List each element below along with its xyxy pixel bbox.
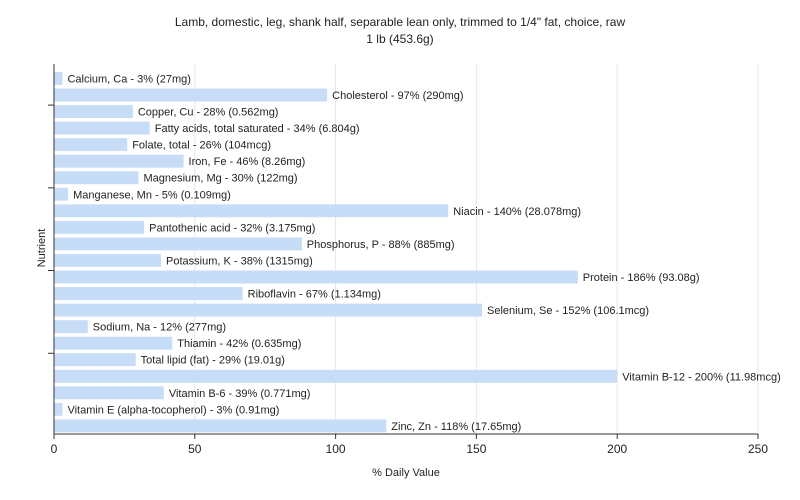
bar-label: Total lipid (fat) - 29% (19.01g) — [141, 355, 285, 367]
bar-label: Magnesium, Mg - 30% (122mg) — [143, 173, 297, 185]
bar — [54, 171, 139, 185]
chart-subtitle: 1 lb (453.6g) — [366, 32, 434, 46]
bar-label: Zinc, Zn - 118% (17.65mg) — [391, 421, 521, 433]
y-axis-label: Nutrient — [36, 229, 48, 268]
bar-label: Vitamin E (alpha-tocopherol) - 3% (0.91m… — [67, 404, 279, 416]
bar — [54, 72, 63, 85]
bar-label: Copper, Cu - 28% (0.562mg) — [138, 107, 279, 119]
bar-label: Sodium, Na - 12% (277mg) — [93, 322, 226, 334]
bar — [54, 402, 63, 416]
bar — [54, 353, 136, 367]
bar — [54, 419, 387, 433]
bar-label: Calcium, Ca - 3% (27mg) — [67, 73, 190, 85]
bar — [54, 204, 449, 218]
bar — [54, 154, 184, 168]
bar — [54, 336, 173, 350]
x-tick-label: 250 — [748, 442, 768, 456]
bar — [54, 121, 150, 135]
bar-label: Phosphorus, P - 88% (885mg) — [307, 239, 455, 251]
bar-label: Niacin - 140% (28.078mg) — [453, 206, 581, 218]
x-tick-label: 50 — [188, 442, 202, 456]
x-tick-label: 100 — [326, 442, 346, 456]
bar — [54, 386, 164, 400]
bar — [54, 254, 162, 267]
x-tick-label: 150 — [466, 442, 486, 456]
bar-label: Potassium, K - 38% (1315mg) — [166, 255, 313, 267]
bar-label: Manganese, Mn - 5% (0.109mg) — [73, 189, 231, 201]
bar-label: Cholesterol - 97% (290mg) — [332, 90, 463, 102]
bar — [54, 88, 328, 102]
bar-label: Thiamin - 42% (0.635mg) — [177, 338, 301, 350]
bar — [54, 138, 128, 152]
bar-label: Vitamin B-12 - 200% (11.98mcg) — [622, 371, 781, 383]
bar-label: Pantothenic acid - 32% (3.175mg) — [149, 222, 315, 234]
chart-title-block: Lamb, domestic, leg, shank half, separab… — [0, 14, 800, 48]
bar — [54, 105, 133, 118]
bar-label: Selenium, Se - 152% (106.1mcg) — [487, 305, 649, 317]
bar-label: Protein - 186% (93.08g) — [583, 272, 700, 284]
bar-label: Vitamin B-6 - 39% (0.771mg) — [169, 388, 311, 400]
bar-label: Fatty acids, total saturated - 34% (6.80… — [155, 123, 360, 135]
bar — [54, 187, 69, 201]
bar — [54, 270, 578, 284]
bar — [54, 369, 618, 383]
bar-layer: Calcium, Ca - 3% (27mg) Cholesterol - 97%… — [54, 72, 781, 433]
bar — [54, 220, 145, 234]
bar — [54, 303, 483, 317]
bar-label: Folate, total - 26% (104mcg) — [132, 140, 271, 152]
x-tick-label: 200 — [607, 442, 627, 456]
chart-title: Lamb, domestic, leg, shank half, separab… — [174, 15, 626, 29]
x-axis-label: % Daily Value — [372, 467, 440, 479]
bar — [54, 237, 302, 251]
bar — [54, 287, 243, 300]
bar — [54, 320, 88, 334]
bar-label: Riboflavin - 67% (1.134mg) — [248, 289, 381, 301]
axis-layer: 0 50 100 150 200 250 — [48, 64, 768, 456]
x-tick-label: 0 — [51, 442, 58, 456]
bar-label: Iron, Fe - 46% (8.26mg) — [189, 156, 306, 168]
